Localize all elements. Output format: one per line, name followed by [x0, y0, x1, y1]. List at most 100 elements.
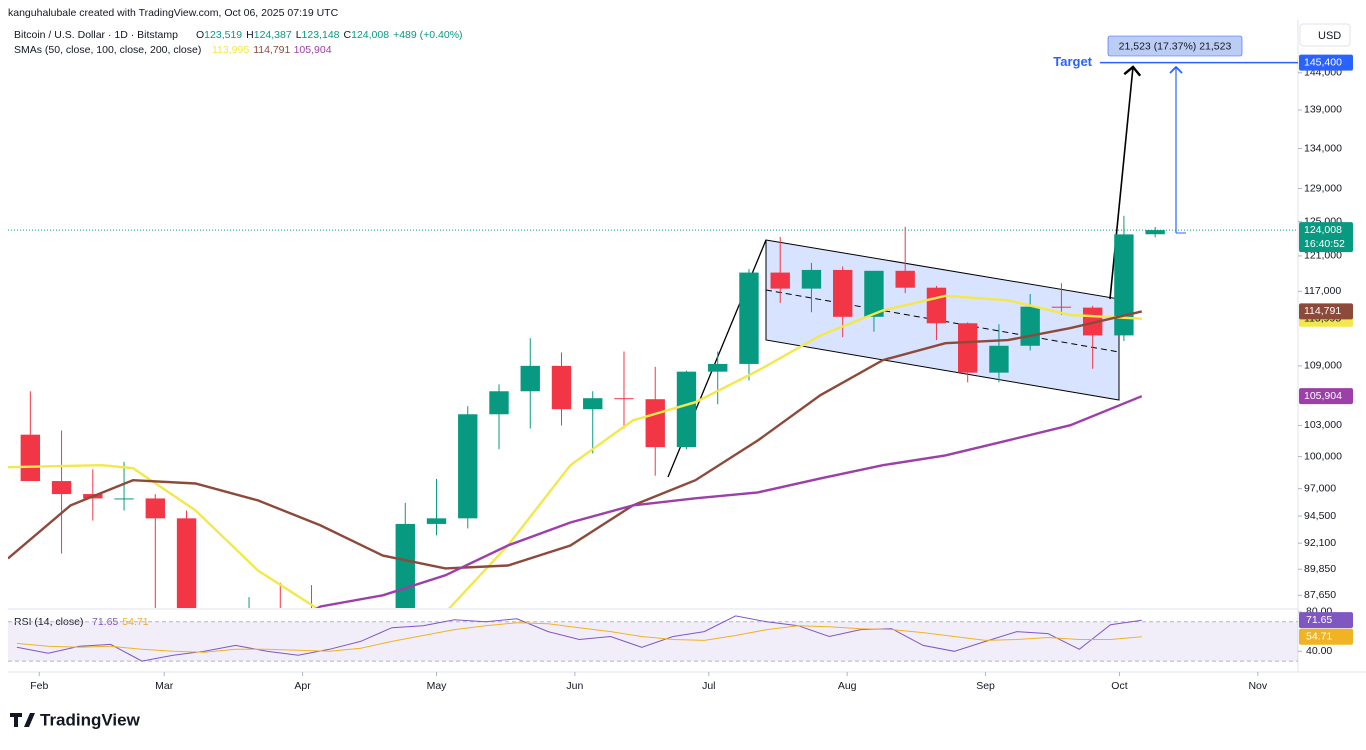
candle-body	[1145, 230, 1165, 235]
ohlc-value: 123,519	[204, 29, 242, 41]
line	[8, 310, 1143, 570]
candle-body	[739, 272, 759, 364]
y-tick-label: 40.00	[1306, 645, 1332, 657]
rsi-band	[8, 621, 1298, 662]
projection-arrow	[1109, 65, 1142, 300]
x-tick-label: Jul	[702, 680, 715, 692]
candle-body	[1114, 234, 1134, 336]
countdown: 16:40:52	[1304, 238, 1345, 250]
candle-body	[489, 391, 509, 415]
candle-body	[145, 498, 165, 519]
sma-title: SMAs (50, close, 100, close, 200, close)	[14, 44, 201, 56]
candle-body	[1082, 307, 1103, 336]
candle-body	[926, 287, 947, 324]
candle-body	[520, 365, 540, 392]
ohlc-key: H	[246, 29, 254, 41]
sma-last-label: 114,791	[1304, 305, 1341, 317]
candle-body	[551, 365, 572, 410]
candle-body	[20, 434, 41, 482]
candle-body	[708, 363, 728, 372]
candle-body	[770, 272, 790, 289]
candle-body	[645, 399, 665, 448]
candle-body	[458, 414, 478, 519]
drawings: 21,523 (17.37%) 21,523	[667, 35, 1243, 478]
brand: TradingView	[10, 710, 141, 729]
x-tick-label: Oct	[1111, 680, 1127, 692]
ohlc-value: 124,387	[254, 29, 292, 41]
sma-last-label-box	[1299, 388, 1353, 405]
candle-body	[895, 270, 915, 288]
rsi-last-box	[1299, 628, 1353, 645]
line	[16, 615, 1142, 662]
target-value-label: 145,400	[1304, 56, 1342, 68]
target-value-label-box	[1299, 54, 1353, 71]
brand-name: TradingView	[40, 710, 141, 729]
sma-last-label: 105,904	[1304, 390, 1342, 402]
candle-body	[1051, 306, 1072, 308]
currency: USD	[1318, 30, 1341, 42]
x-tick-label: Feb	[30, 680, 48, 692]
ohlc-legend: O123,519 H124,387 L123,148 C124,008 +489 (+0…	[196, 29, 463, 41]
x-tick-label: Aug	[838, 680, 857, 692]
last-price-box	[1299, 222, 1353, 253]
candle-body	[426, 518, 447, 524]
candle-body	[801, 269, 822, 289]
y-tick-label: 103,000	[1304, 419, 1342, 431]
ohlc-key: O	[196, 29, 204, 41]
line	[8, 294, 1142, 608]
currency-box	[1299, 23, 1351, 47]
sma-value: 105,904	[294, 44, 332, 56]
candle-body	[989, 345, 1009, 373]
y-tick-label: 100,000	[1304, 450, 1342, 462]
y-tick-label: 117,000	[1304, 285, 1341, 297]
y-tick-label: 97,000	[1304, 482, 1336, 494]
candle-body	[583, 398, 603, 410]
y-tick-label: 89,850	[1304, 563, 1336, 575]
change: +489 (+0.40%)	[393, 29, 462, 41]
measure-box	[1107, 35, 1243, 57]
y-tick-label: 87,650	[1304, 589, 1336, 601]
ohlc-key: C	[344, 29, 352, 41]
ohlc-value: 123,148	[302, 29, 340, 41]
candle-body	[51, 481, 72, 495]
candle-body	[1020, 306, 1040, 346]
line	[16, 622, 1142, 653]
y-tick-label: 121,000	[1304, 250, 1342, 262]
rsi-value: 71.65	[92, 616, 118, 628]
candle-body	[833, 269, 853, 317]
x-tick-label: Nov	[1248, 680, 1267, 692]
x-tick-label: Mar	[155, 680, 174, 692]
rsi-title: RSI (14, close)	[14, 616, 83, 628]
x-tick-label: Sep	[976, 680, 995, 692]
y-tick-label: 109,000	[1304, 360, 1342, 372]
rsi-last-label: 54.71	[1306, 631, 1332, 643]
ohlc-key: L	[296, 29, 302, 41]
ohlc-value: 124,008	[351, 29, 389, 41]
y-tick-label: 92,100	[1304, 537, 1336, 549]
x-tick-label: Jun	[566, 680, 583, 692]
target-label: Target	[1053, 54, 1092, 69]
sma-value: 113,995	[212, 44, 249, 56]
candle-body	[176, 518, 197, 608]
sma-value: 114,791	[253, 44, 290, 56]
y-tick-label: 139,000	[1304, 104, 1342, 116]
rsi-last-box	[1299, 612, 1353, 629]
credit: kanguhalubale created with TradingView.c…	[8, 7, 339, 19]
sma-last-label-box	[1299, 303, 1353, 320]
rsi-last-label: 71.65	[1306, 614, 1332, 626]
measure-label: 21,523 (17.37%) 21,523	[1119, 40, 1232, 52]
background	[8, 20, 1366, 673]
symbol-title: Bitcoin / U.S. Dollar · 1D · Bitstamp	[14, 29, 178, 41]
y-tick-label: 134,000	[1304, 142, 1342, 154]
candle-body	[958, 323, 978, 373]
y-tick-label: 129,000	[1304, 182, 1342, 194]
candle-body	[114, 498, 134, 500]
brand-logo	[10, 713, 35, 727]
candle-body	[395, 523, 415, 608]
sma-values: 113,995 114,791 105,904	[212, 44, 332, 56]
x-tick-label: Apr	[294, 680, 311, 692]
last-price-label: 124,008	[1304, 224, 1342, 236]
x-tick-label: May	[427, 680, 448, 692]
y-tick-label: 94,500	[1304, 510, 1336, 522]
